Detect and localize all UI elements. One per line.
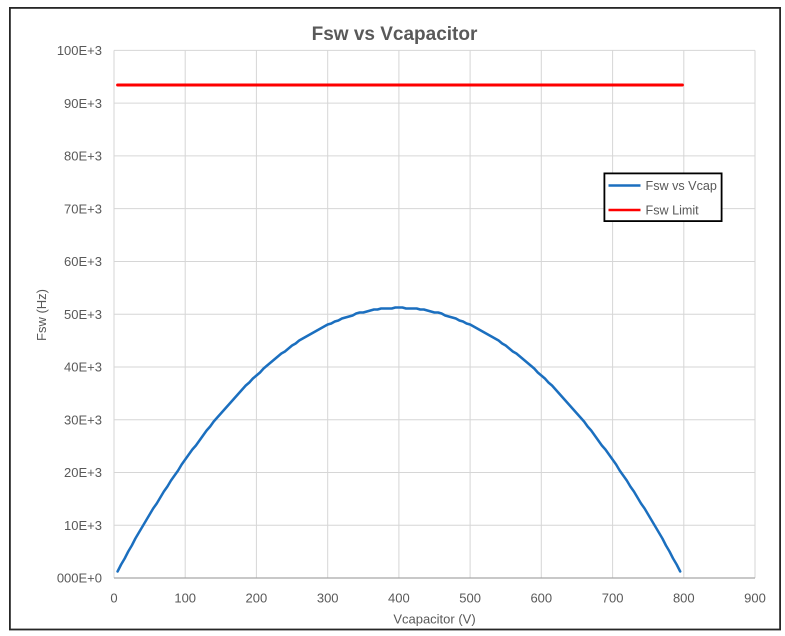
svg-text:60E+3: 60E+3 bbox=[64, 254, 102, 269]
svg-text:50E+3: 50E+3 bbox=[64, 307, 102, 322]
svg-text:800: 800 bbox=[673, 591, 695, 606]
svg-text:100E+3: 100E+3 bbox=[57, 43, 102, 58]
svg-text:100: 100 bbox=[174, 591, 196, 606]
svg-text:Fsw vs Vcapacitor: Fsw vs Vcapacitor bbox=[312, 24, 478, 45]
svg-text:40E+3: 40E+3 bbox=[64, 360, 102, 375]
svg-text:Fsw vs Vcap: Fsw vs Vcap bbox=[646, 179, 717, 193]
svg-text:900: 900 bbox=[744, 591, 766, 606]
svg-text:30E+3: 30E+3 bbox=[64, 412, 102, 427]
svg-text:000E+0: 000E+0 bbox=[57, 571, 102, 586]
svg-text:Vcapacitor (V): Vcapacitor (V) bbox=[393, 612, 475, 627]
svg-text:200: 200 bbox=[246, 591, 268, 606]
svg-text:10E+3: 10E+3 bbox=[64, 518, 102, 533]
svg-text:600: 600 bbox=[530, 591, 552, 606]
svg-text:0: 0 bbox=[110, 591, 117, 606]
svg-text:400: 400 bbox=[388, 591, 410, 606]
svg-text:70E+3: 70E+3 bbox=[64, 201, 102, 216]
svg-text:80E+3: 80E+3 bbox=[64, 149, 102, 164]
svg-text:300: 300 bbox=[317, 591, 339, 606]
svg-text:Fsw Limit: Fsw Limit bbox=[646, 204, 700, 218]
svg-text:500: 500 bbox=[459, 591, 481, 606]
svg-text:90E+3: 90E+3 bbox=[64, 96, 102, 111]
svg-text:Fsw (Hz): Fsw (Hz) bbox=[34, 289, 49, 341]
svg-text:20E+3: 20E+3 bbox=[64, 465, 102, 480]
svg-text:700: 700 bbox=[602, 591, 624, 606]
